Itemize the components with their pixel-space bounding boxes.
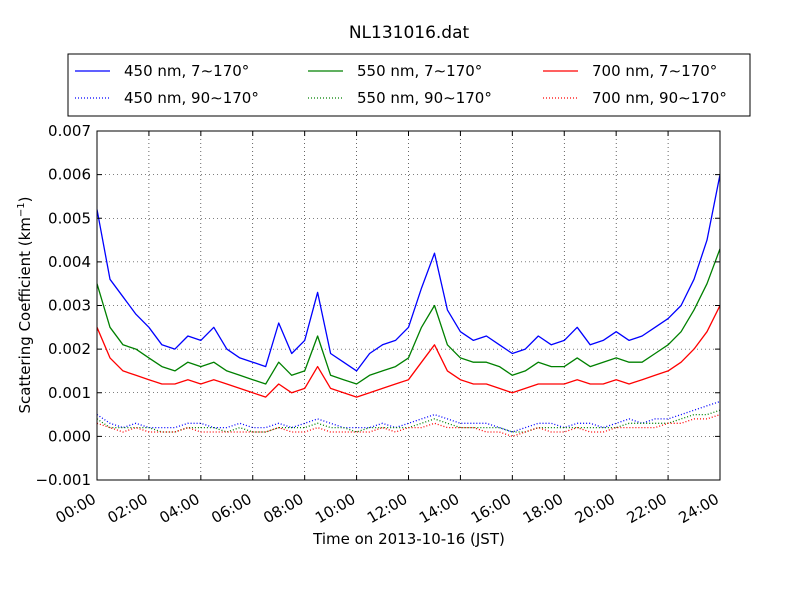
y-axis-label-main: Scattering Coefficient (km bbox=[16, 217, 34, 413]
legend-label: 550 nm, 90∼170° bbox=[357, 89, 492, 107]
legend-label: 450 nm, 7∼170° bbox=[124, 62, 249, 80]
series-line bbox=[97, 409, 720, 433]
legend-items: 450 nm, 7∼170° 550 nm, 7∼170° 700 nm, 7∼17… bbox=[75, 62, 727, 107]
legend-frame bbox=[67, 53, 751, 117]
y-tick-label: 0.001 bbox=[48, 384, 91, 402]
y-tick-label: 0.004 bbox=[48, 253, 91, 271]
chart-title: NL131016.dat bbox=[349, 23, 470, 43]
y-tick-label: 0.007 bbox=[48, 122, 91, 140]
y-tick-label: 0.002 bbox=[48, 340, 91, 358]
y-axis-label: Scattering Coefficient (km−1) bbox=[16, 196, 34, 413]
legend-label: 700 nm, 90∼170° bbox=[592, 89, 727, 107]
legend-label: 450 nm, 90∼170° bbox=[124, 89, 259, 107]
series-line bbox=[97, 248, 720, 385]
series-line bbox=[97, 413, 720, 438]
legend-label: 550 nm, 7∼170° bbox=[357, 62, 482, 80]
x-axis-label: Time on 2013-10-16 (JST) bbox=[312, 530, 505, 548]
y-axis-label-close: ) bbox=[16, 196, 34, 202]
y-tick-label: 0.000 bbox=[48, 427, 91, 445]
series-group bbox=[97, 174, 720, 438]
y-axis-ticks: −0.001 0.000 0.001 0.002 0.003 0.004 0.005 0.00… bbox=[35, 122, 720, 489]
series-line bbox=[97, 174, 720, 372]
y-tick-label: 0.005 bbox=[48, 209, 91, 227]
y-tick-label: 0.003 bbox=[48, 297, 91, 315]
y-axis-label-exponent: −1 bbox=[16, 202, 27, 217]
legend-label: 700 nm, 7∼170° bbox=[592, 62, 717, 80]
y-tick-label: 0.006 bbox=[48, 166, 91, 184]
y-tick-label: −0.001 bbox=[35, 471, 91, 489]
legend: 450 nm, 7∼170° 550 nm, 7∼170° 700 nm, 7∼17… bbox=[67, 53, 751, 117]
series-line bbox=[97, 305, 720, 398]
